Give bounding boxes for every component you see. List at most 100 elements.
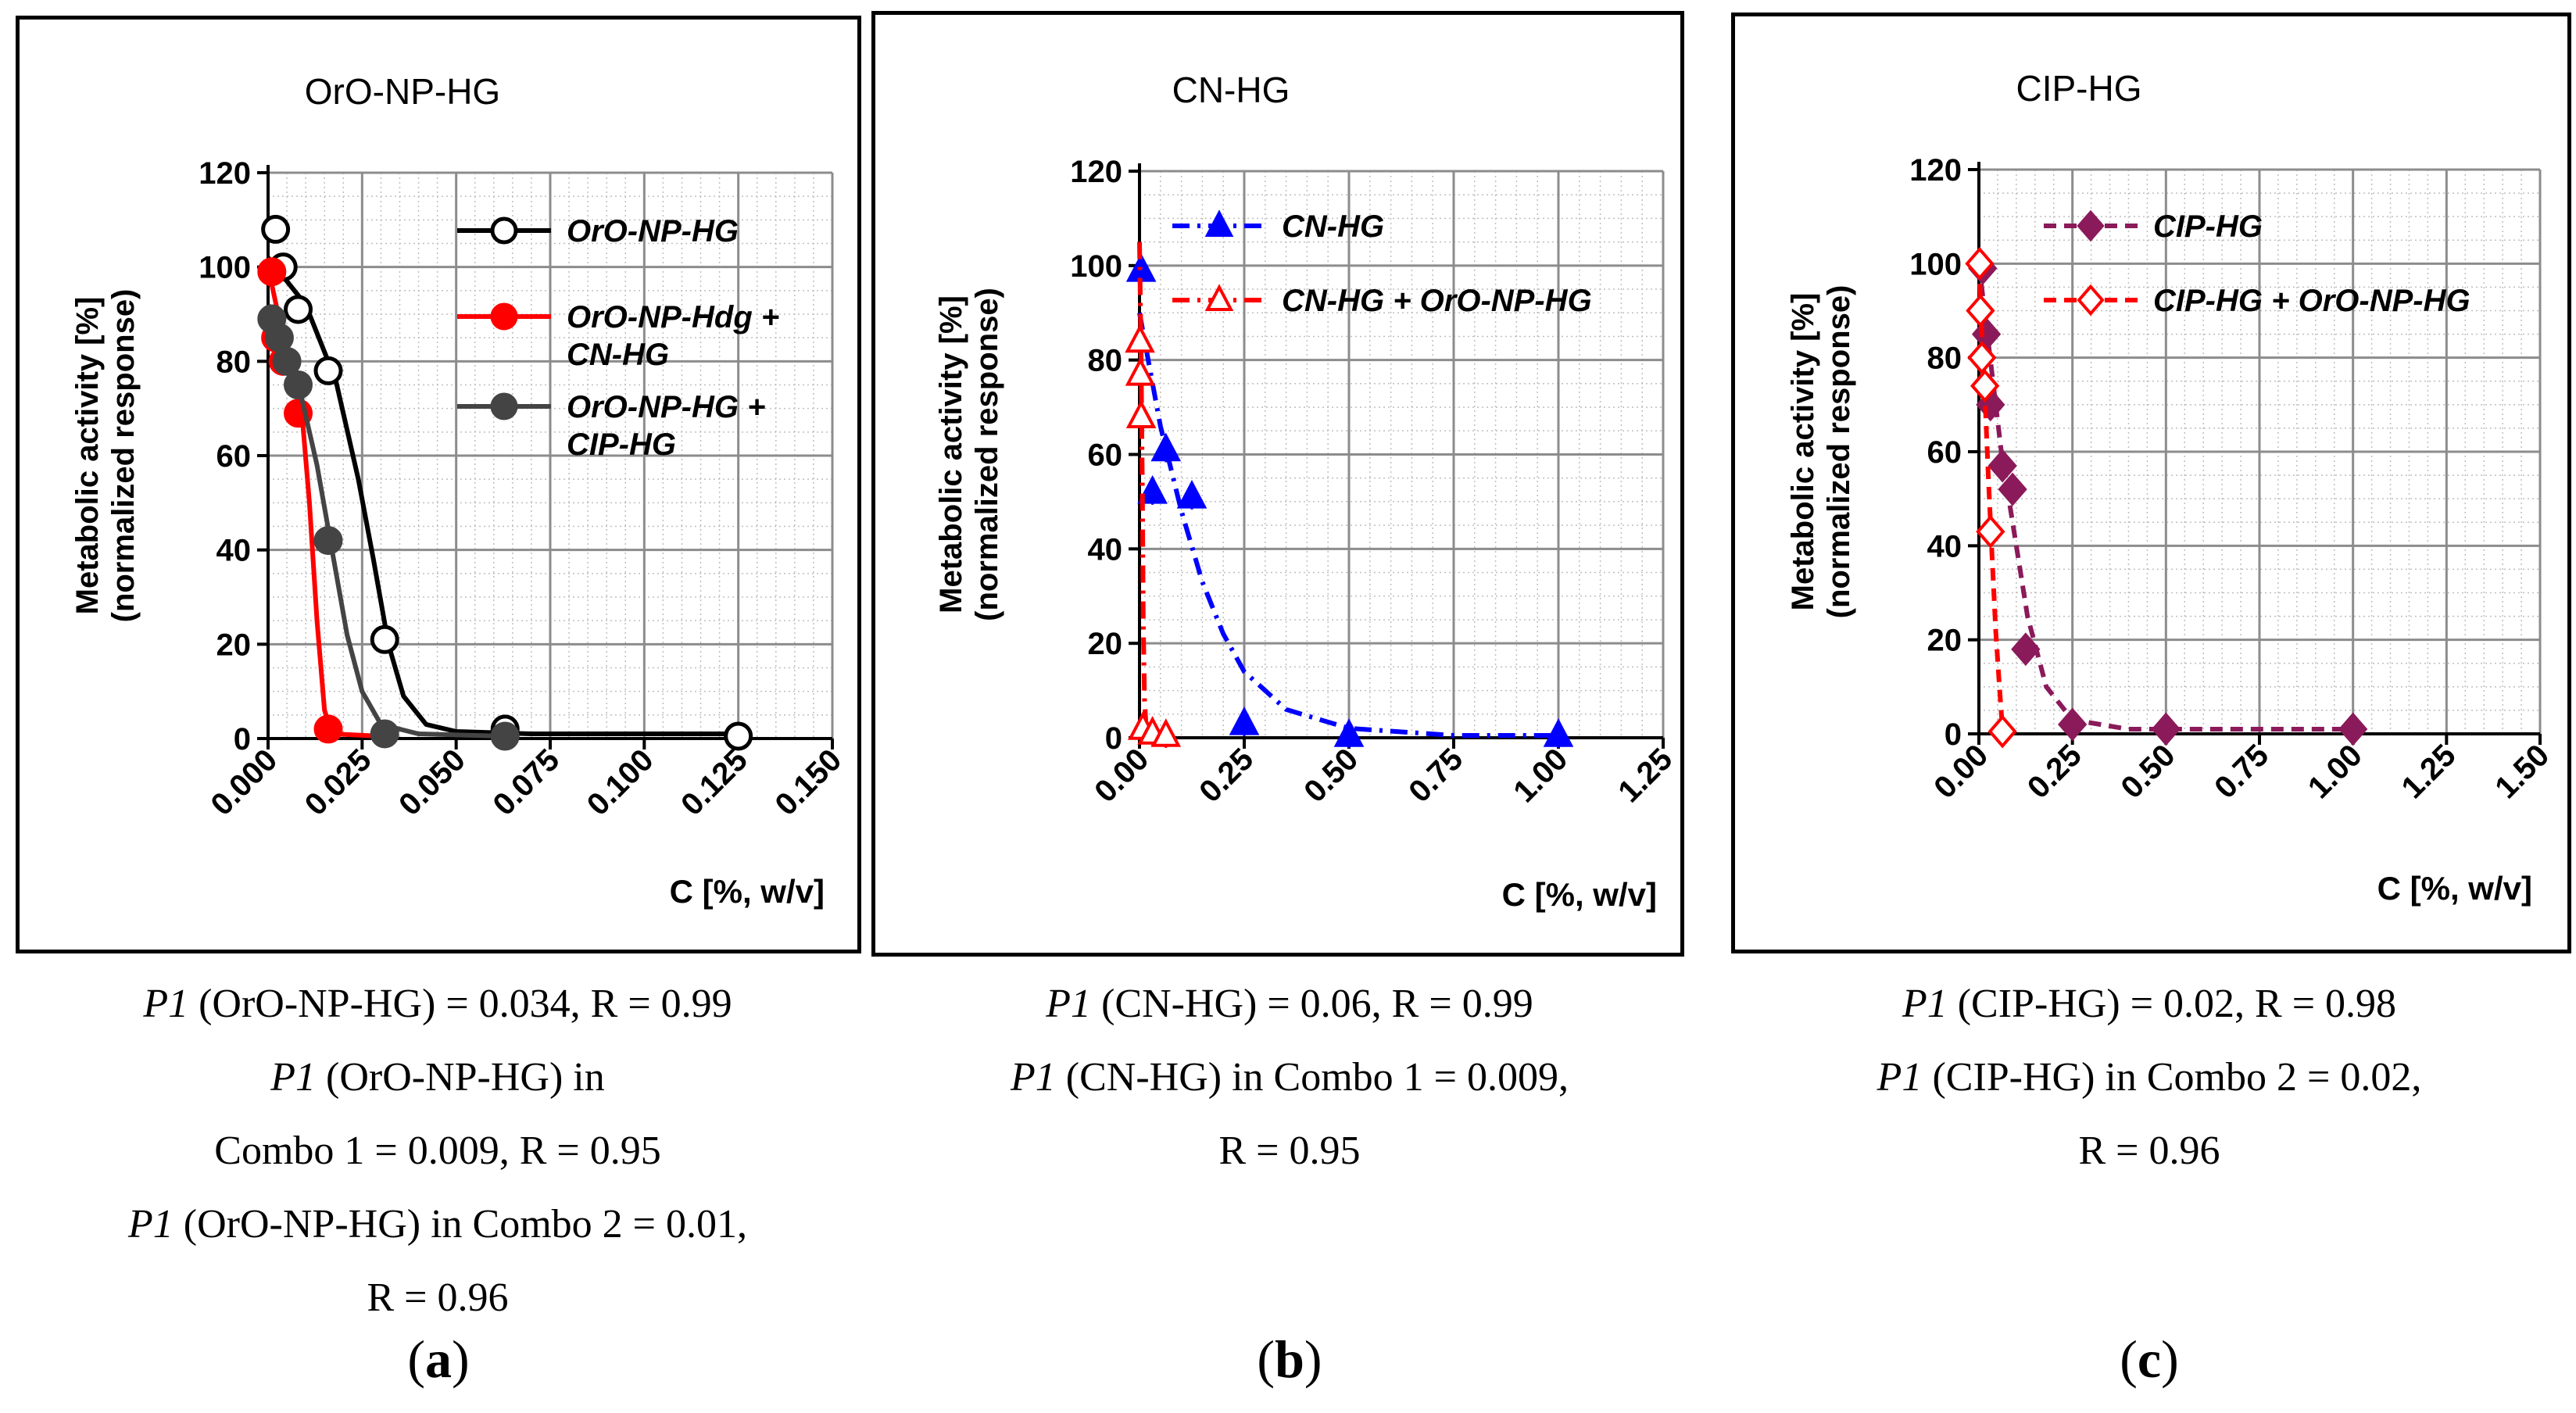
x-tick-label: 0.25 bbox=[2021, 738, 2088, 805]
legend-marker bbox=[490, 302, 518, 331]
y-tick-label: 20 bbox=[1088, 627, 1123, 661]
y-axis-label: Metabolic activity [%](normalized respon… bbox=[1786, 285, 1856, 619]
x-tick-label: 1.00 bbox=[1507, 742, 1574, 809]
caption-line: P1 (CN-HG) = 0.06, R = 0.99 bbox=[1046, 982, 1533, 1026]
plot-area bbox=[267, 165, 834, 740]
x-tick-label: 1.25 bbox=[1612, 742, 1679, 809]
data-point bbox=[313, 526, 343, 556]
data-point bbox=[313, 356, 343, 385]
y-tick-label: 60 bbox=[216, 439, 252, 474]
series-1 bbox=[1965, 246, 2017, 749]
legend-marker bbox=[1204, 284, 1234, 311]
x-tick-label: 0.00 bbox=[1927, 738, 1995, 805]
y-axis-label-line1: Metabolic activity [%] bbox=[1786, 293, 1820, 611]
legend-label: CIP-HG bbox=[2153, 209, 2263, 244]
caption-line: R = 0.96 bbox=[2078, 1129, 2220, 1173]
data-point bbox=[1333, 718, 1365, 747]
x-tick-label: 0.150 bbox=[768, 742, 848, 822]
x-tick-label: 1.00 bbox=[2302, 738, 2369, 805]
y-tick-label: 120 bbox=[1070, 155, 1122, 189]
data-point bbox=[370, 719, 399, 749]
y-axis-label: Metabolic activity [%](normalized respon… bbox=[934, 288, 1004, 621]
legend-label: OrO-NP-Hdg + CN-HG bbox=[567, 300, 779, 372]
legend-label: OrO-NP-HG + CIP-HG bbox=[567, 390, 765, 462]
data-point bbox=[1229, 706, 1260, 735]
x-tick-label: 0.100 bbox=[581, 742, 660, 822]
caption-line: P1 (OrO-NP-HG) = 0.034, R = 0.99 bbox=[143, 982, 732, 1026]
x-tick-label: 0.50 bbox=[2115, 738, 2182, 805]
y-tick-label: 40 bbox=[1927, 529, 1962, 563]
caption-line: P1 (CIP-HG) in Combo 2 = 0.02, bbox=[1877, 1055, 2422, 1100]
legend: CIP-HG CIP-HG + OrO-NP-HG bbox=[2044, 209, 2470, 318]
chart-c: 0 20 40 60 80 100 120 0.00 0.25 0.50 0.75 1.00 1.25 1… bbox=[1786, 68, 2556, 907]
legend-label-line: OrO-NP-HG + bbox=[567, 390, 765, 424]
data-point bbox=[1137, 474, 1168, 504]
caption-b: P1 (CN-HG) = 0.06, R = 0.99 P1 (CN-HG) i… bbox=[860, 968, 1719, 1188]
data-point bbox=[2011, 632, 2041, 667]
x-tick-label: 0.25 bbox=[1193, 742, 1260, 809]
y-tick-label: 100 bbox=[1909, 247, 1962, 281]
legend-marker bbox=[1204, 209, 1234, 237]
legend-label: CIP-HG + OrO-NP-HG bbox=[2153, 284, 2470, 318]
data-point bbox=[257, 257, 287, 287]
data-point bbox=[1987, 714, 2017, 749]
data-point bbox=[1976, 514, 2005, 549]
y-axis-label-line1: Metabolic activity [%] bbox=[70, 297, 105, 615]
data-point bbox=[1125, 356, 1156, 386]
data-point bbox=[724, 721, 753, 751]
y-axis-label: Metabolic activity [%](normalized respon… bbox=[70, 289, 141, 623]
y-tick-label: 120 bbox=[199, 156, 251, 191]
legend-label-line: CN-HG bbox=[567, 338, 669, 372]
caption-line: R = 0.96 bbox=[367, 1275, 509, 1320]
legend-label: OrO-NP-HG bbox=[567, 214, 739, 249]
chart-title: CIP-HG bbox=[2016, 68, 2142, 109]
panel-label-b: (b) bbox=[1257, 1329, 1322, 1389]
caption-line: Combo 1 = 0.009, R = 0.95 bbox=[214, 1129, 661, 1173]
legend-marker bbox=[490, 392, 518, 420]
data-point bbox=[284, 370, 313, 399]
data-point bbox=[2058, 707, 2088, 742]
legend-marker bbox=[2077, 284, 2105, 317]
data-point bbox=[272, 346, 302, 376]
y-tick-label: 100 bbox=[199, 251, 251, 285]
y-tick-label: 80 bbox=[216, 345, 252, 379]
x-tick-label: 1.50 bbox=[2488, 738, 2556, 805]
y-axis-label-line2: (normalized response) bbox=[1822, 285, 1856, 619]
series-1 bbox=[1125, 241, 1182, 748]
caption-line: R = 0.95 bbox=[1218, 1129, 1361, 1173]
legend-marker bbox=[490, 216, 518, 245]
y-tick-label: 0 bbox=[1105, 721, 1122, 756]
data-point bbox=[2151, 712, 2181, 746]
chart-panel-a: 0 20 40 60 80 100 120 0.000 0.025 0.050 0.075 0.100… bbox=[16, 16, 861, 953]
data-point bbox=[261, 214, 291, 244]
x-axis-label: C [%, w/v] bbox=[1502, 876, 1657, 913]
data-point bbox=[370, 624, 399, 654]
caption-line: P1 (CN-HG) in Combo 1 = 0.009, bbox=[1011, 1055, 1569, 1100]
data-point bbox=[490, 721, 520, 751]
legend: CN-HG CN-HG + OrO-NP-HG bbox=[1172, 209, 1592, 318]
y-tick-label: 80 bbox=[1088, 344, 1123, 378]
series-curve bbox=[1977, 263, 2005, 730]
caption-line: P1 (OrO-NP-HG) in Combo 2 = 0.01, bbox=[128, 1202, 747, 1247]
y-tick-label: 0 bbox=[1945, 717, 1962, 752]
data-point bbox=[1967, 341, 1997, 375]
data-point bbox=[1966, 294, 1995, 327]
data-point bbox=[1970, 369, 2000, 403]
x-axis-label: C [%, w/v] bbox=[670, 873, 825, 910]
legend: OrO-NP-HG OrO-NP-Hdg + CN-HG OrO-NP-HG + CIP… bbox=[457, 214, 779, 462]
x-tick-label: 0.50 bbox=[1297, 742, 1365, 809]
y-axis-label-line2: (normalized response) bbox=[970, 288, 1004, 621]
chart-title: CN-HG bbox=[1172, 70, 1290, 110]
data-point bbox=[1150, 718, 1182, 747]
series-0 bbox=[261, 214, 753, 751]
y-tick-label: 0 bbox=[234, 722, 251, 757]
chart-panel-b: 0 20 40 60 80 100 120 0.00 0.25 0.50 0.75 1.00 1.25 C… bbox=[871, 11, 1684, 957]
y-tick-label: 60 bbox=[1927, 435, 1962, 470]
legend-label: CN-HG bbox=[1282, 209, 1384, 244]
x-tick-label: 0.75 bbox=[1402, 742, 1469, 809]
data-point bbox=[1176, 479, 1208, 509]
chart-panel-c: 0 20 40 60 80 100 120 0.00 0.25 0.50 0.75 1.00 1.25 1… bbox=[1731, 13, 2571, 953]
data-point bbox=[1987, 449, 2017, 483]
series-2 bbox=[257, 303, 520, 751]
